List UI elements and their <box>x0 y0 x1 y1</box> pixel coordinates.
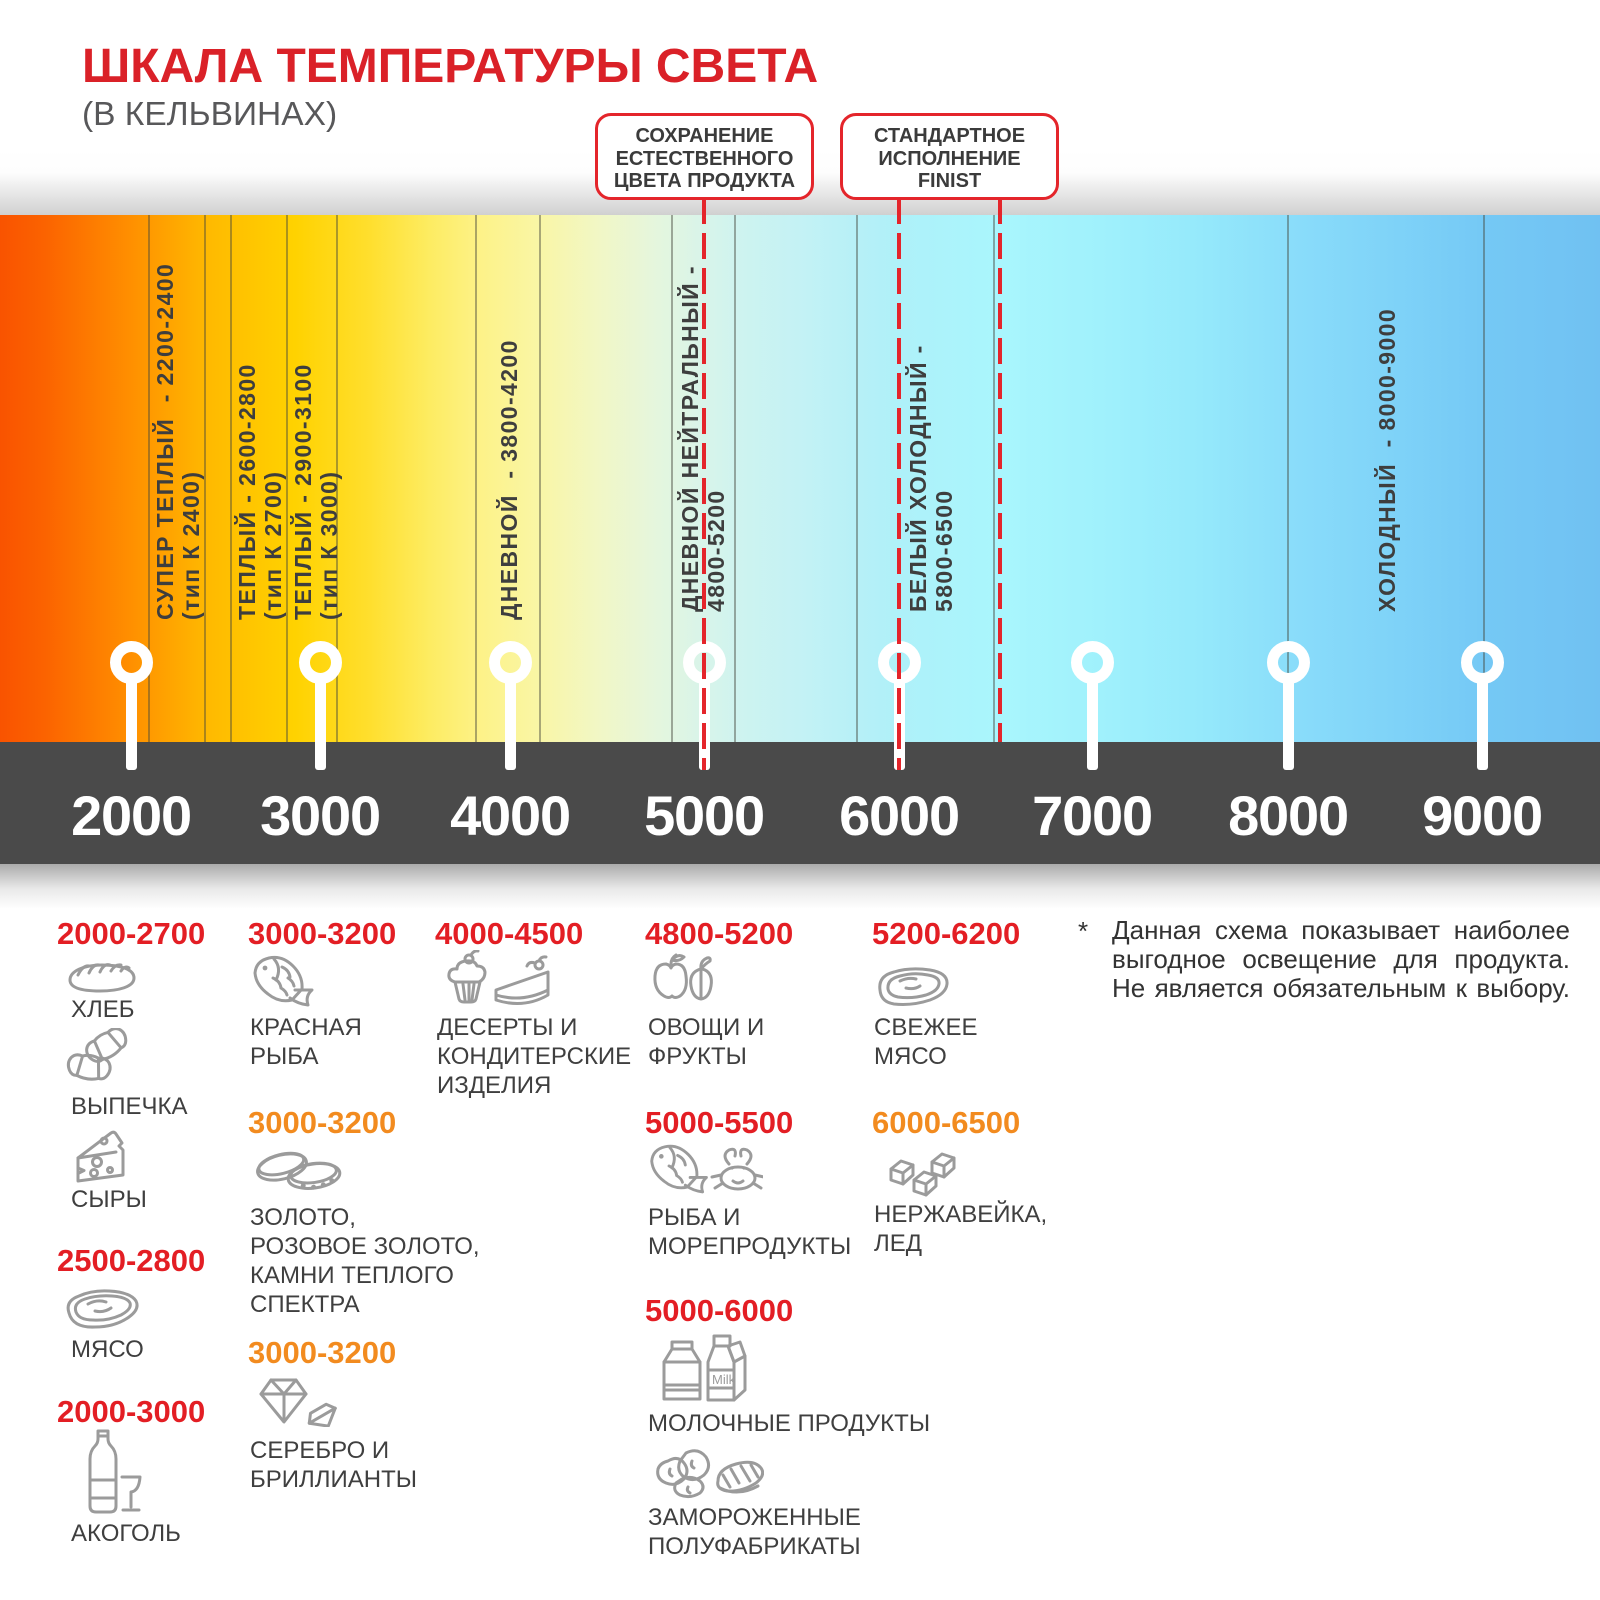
svg-text:Milk: Milk <box>712 1372 736 1387</box>
